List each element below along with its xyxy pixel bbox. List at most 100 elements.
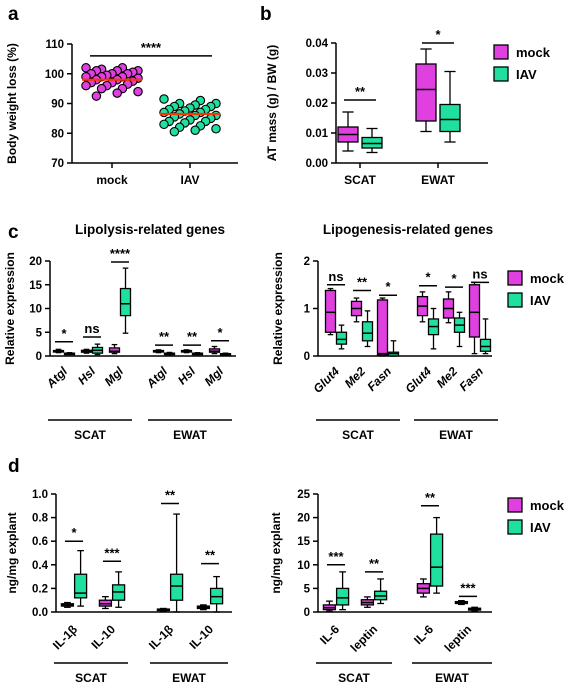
significance-label: * (451, 271, 457, 286)
significance-label: **** (110, 246, 131, 261)
significance-label: *** (104, 545, 120, 560)
x-tick-label: Me2 (342, 364, 369, 391)
box-mock (108, 347, 121, 353)
data-point-iav (211, 124, 221, 134)
legend-swatch-mock (507, 270, 523, 286)
legend-swatch-iav (493, 66, 509, 82)
significance-label: **** (141, 40, 162, 55)
significance-label: *** (460, 580, 476, 595)
y-tick-label: 0.8 (32, 513, 49, 525)
y-tick-label: 1 (304, 304, 311, 316)
significance-label: *** (328, 549, 344, 564)
group-label: EWAT (435, 671, 469, 685)
y-tick-label: 0.0 (32, 607, 48, 619)
panel-letter-b: b (260, 4, 272, 25)
box-iav (119, 287, 132, 317)
x-tick-label: IL-1β (146, 622, 176, 652)
y-tick-label: 5 (304, 583, 311, 595)
y-tick-label: 70 (51, 158, 64, 170)
legend-label-mock: mock (530, 498, 565, 513)
box-mock (468, 284, 481, 338)
legend-swatch-mock (493, 44, 509, 60)
box-iav (335, 587, 350, 606)
group-label: SCAT (75, 671, 107, 685)
y-axis-title: ng/mg explant (269, 512, 283, 593)
significance-label: * (385, 279, 391, 294)
box-iav (361, 321, 374, 342)
significance-label: ns (472, 266, 487, 281)
legend-swatch-mock (507, 497, 523, 513)
y-tick-label: 10 (29, 304, 42, 316)
legend-swatch-iav (507, 519, 523, 535)
data-point-iav (159, 119, 169, 130)
significance-label: * (71, 525, 77, 540)
legend-label-mock: mock (530, 271, 565, 286)
y-tick-label: 1.0 (32, 489, 48, 501)
chart-title: Lipolysis-related genes (75, 222, 225, 237)
y-axis-title: Relative expression (3, 252, 17, 365)
x-tick-label: EWAT (421, 173, 455, 187)
x-tick-label: Glut4 (403, 364, 435, 396)
group-label: EWAT (172, 671, 206, 685)
data-point-iav (159, 107, 169, 118)
legend-label-iav: IAV (530, 293, 551, 308)
panel-letter-a: a (8, 4, 19, 25)
x-tick-label: leptin (348, 622, 381, 655)
box-iav (439, 103, 461, 133)
data-point-mock (133, 86, 143, 97)
y-tick-label: 10 (297, 560, 310, 572)
x-tick-label: leptin (442, 622, 475, 655)
significance-label: * (217, 325, 223, 340)
significance-label: * (61, 326, 67, 341)
group-label: SCAT (338, 671, 370, 685)
data-point-iav (159, 94, 169, 104)
y-tick-label: 15 (29, 280, 42, 292)
x-tick-label: Fasn (456, 364, 486, 394)
y-tick-label: 0.04 (306, 38, 329, 50)
significance-label: ns (84, 321, 99, 336)
legend-swatch-iav (507, 292, 523, 308)
x-tick-label: IL-10 (88, 622, 118, 652)
significance-label: ** (165, 487, 176, 502)
data-point-mock (112, 88, 122, 98)
y-tick-label: 0.4 (32, 560, 49, 572)
box-iav (73, 573, 88, 599)
legend-label-mock: mock (516, 45, 551, 60)
y-tick-label: 0.02 (306, 98, 328, 110)
y-tick-label: 80 (51, 128, 64, 140)
panel-letter-d: d (8, 456, 20, 477)
significance-label: ** (369, 556, 380, 571)
box-iav (169, 573, 184, 601)
group-label: EWAT (439, 428, 473, 442)
x-tick-label: Me2 (434, 364, 461, 391)
significance-label: ** (187, 329, 198, 344)
group-label: SCAT (342, 428, 374, 442)
panel-letter-c: c (8, 222, 19, 243)
x-tick-label: mock (96, 173, 128, 187)
box-mock (324, 289, 337, 333)
significance-label: * (435, 27, 441, 42)
y-tick-label: 5 (36, 327, 43, 339)
significance-label: * (425, 270, 431, 285)
box-mock (415, 63, 437, 122)
significance-label: ** (205, 548, 216, 563)
y-tick-label: 0.03 (306, 68, 328, 80)
box-iav (335, 331, 348, 345)
box-iav (479, 338, 492, 352)
x-tick-label: Hsl (175, 364, 199, 388)
significance-label: ** (425, 490, 436, 505)
data-point-mock (91, 91, 102, 101)
box-mock (376, 299, 389, 356)
y-tick-label: 0 (304, 351, 310, 363)
x-tick-label: Atgl (143, 364, 171, 392)
x-tick-label: Glut4 (311, 364, 343, 396)
y-tick-label: 100 (45, 69, 64, 81)
y-axis-title: Body weight loss (%) (5, 43, 19, 164)
group-label: EWAT (173, 428, 207, 442)
y-tick-label: 0.01 (306, 128, 329, 140)
chart-title: Lipogenesis-related genes (323, 222, 493, 237)
significance-label: ** (355, 84, 366, 99)
y-axis-title: AT mass (g) / BW (g) (265, 45, 279, 161)
significance-label: ** (159, 329, 170, 344)
